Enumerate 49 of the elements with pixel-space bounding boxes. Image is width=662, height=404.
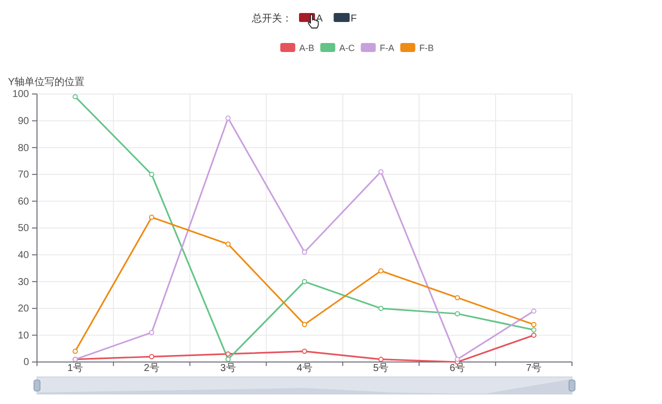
point: [149, 330, 154, 336]
x-tick-label: 1号: [67, 363, 83, 374]
point: [378, 268, 384, 274]
point: [302, 322, 308, 328]
x-tick-label: 3号: [220, 363, 236, 374]
point: [531, 327, 536, 332]
point: [378, 306, 384, 312]
x-tick-label: 7号: [526, 363, 542, 374]
legend-label: F-B: [419, 43, 434, 53]
point: [225, 241, 231, 247]
x-tick-label: 5号: [373, 363, 389, 374]
y-tick-label: 70: [18, 170, 30, 181]
point: [454, 295, 460, 300]
point: [225, 116, 231, 121]
point: [378, 356, 384, 362]
y-tick-label: 20: [18, 304, 30, 315]
legend-label: F-A: [380, 43, 394, 53]
y-tick-label: 10: [18, 330, 30, 342]
point: [149, 172, 154, 178]
point: [225, 351, 231, 357]
point: [454, 311, 460, 316]
legend-label: A-B: [299, 43, 314, 53]
point: [72, 94, 78, 100]
point: [454, 356, 460, 362]
point: [225, 356, 231, 362]
text: 总开关：: [251, 12, 292, 24]
point: [302, 348, 308, 354]
point: [302, 250, 308, 255]
y-tick-label: 50: [18, 223, 30, 234]
y-axis-title: Y轴单位写的位置: [8, 76, 85, 88]
point: [302, 278, 308, 284]
y-tick-label: 40: [18, 250, 30, 261]
point: [531, 308, 536, 314]
point: [531, 322, 536, 328]
legend-label: A-C: [339, 43, 356, 53]
y-tick-label: 90: [18, 116, 30, 127]
point: [149, 354, 154, 360]
x-tick-label: 4号: [296, 363, 312, 374]
point: [149, 214, 154, 220]
point: [378, 169, 384, 174]
point: [72, 348, 78, 354]
y-tick-label: 60: [18, 196, 30, 208]
text: F: [350, 14, 357, 24]
y-tick-label: 30: [18, 276, 30, 288]
y-tick-label: 100: [12, 89, 30, 100]
y-tick-label: 0: [23, 357, 30, 368]
y-tick-label: 80: [18, 142, 30, 154]
point: [531, 332, 536, 338]
x-tick-label: 2号: [144, 363, 160, 374]
